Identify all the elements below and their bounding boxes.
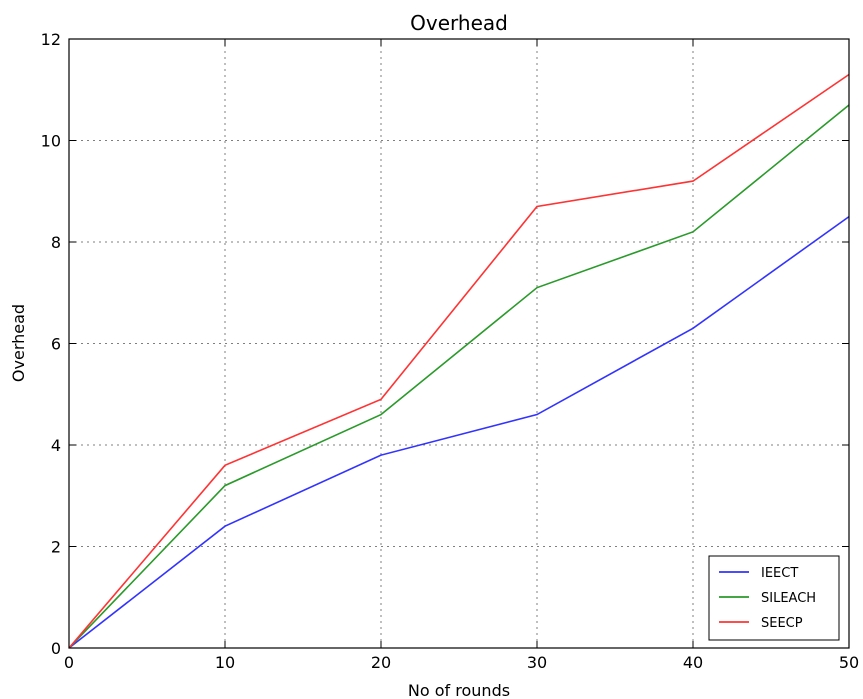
- y-tick-label: 12: [41, 30, 61, 49]
- y-tick-label: 2: [51, 538, 61, 557]
- y-tick-label: 4: [51, 436, 61, 455]
- y-axis-label: Overhead: [9, 304, 28, 382]
- series-line-seecp: [68, 73, 850, 649]
- x-tick-label: 20: [371, 653, 391, 672]
- series-lines: [68, 73, 850, 649]
- legend: IEECT SILEACH SEECP: [708, 555, 840, 641]
- x-axis-label: No of rounds: [408, 681, 510, 699]
- x-tick-label: 0: [64, 653, 74, 672]
- y-tick-label: 0: [51, 639, 61, 658]
- x-tick-label: 10: [215, 653, 235, 672]
- series-line-sileach: [68, 104, 850, 649]
- x-tick-label: 30: [527, 653, 547, 672]
- legend-label-sileach: SILEACH: [761, 591, 816, 606]
- legend-box: [708, 555, 840, 641]
- x-tick-label: 50: [839, 653, 859, 672]
- chart-title: Overhead: [410, 11, 508, 35]
- series-line-ieect: [68, 215, 850, 649]
- x-tick-label: 40: [683, 653, 703, 672]
- y-tick-label: 6: [51, 335, 61, 354]
- legend-label-seecp: SEECP: [761, 616, 803, 631]
- y-tick-label: 8: [51, 233, 61, 252]
- axis-ticks: 0 10 20 30 40 50 0 2 4 6 8 10 12: [41, 30, 860, 672]
- y-tick-label: 10: [41, 132, 61, 151]
- legend-label-ieect: IEECT: [761, 566, 798, 581]
- grid-lines: [69, 39, 849, 648]
